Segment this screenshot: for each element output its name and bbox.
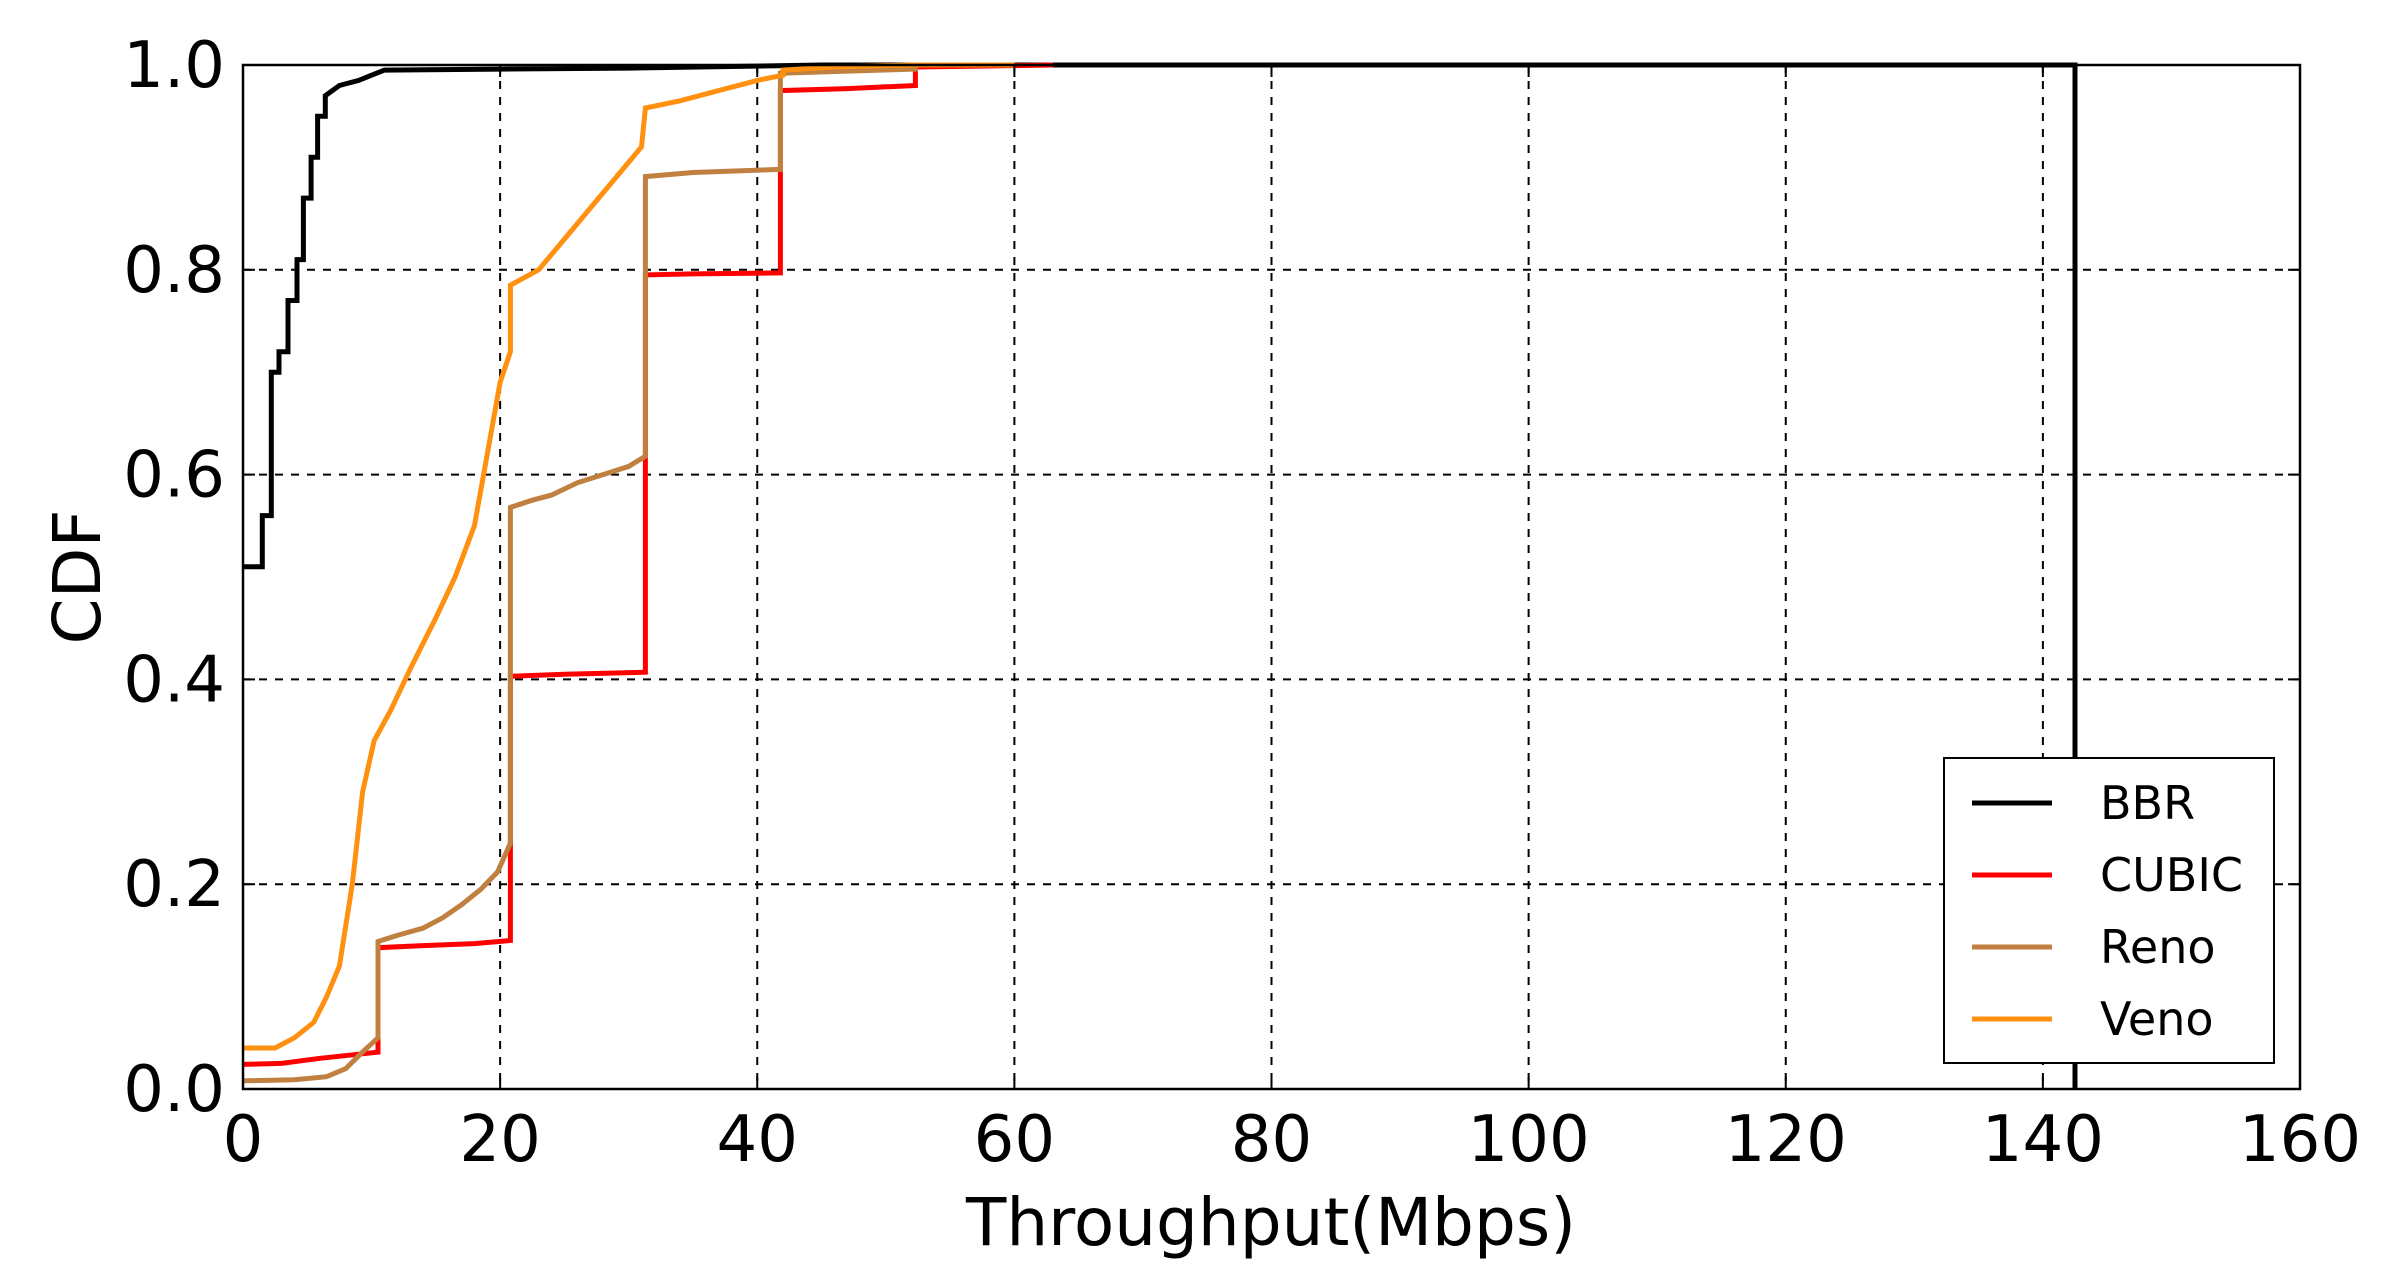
x-tick-labels: 0 20 40 60 80 100 120 140 160 [223, 1103, 2361, 1177]
series-line-reno [242, 62, 1015, 1084]
y-axis-label: CDF [39, 510, 116, 645]
x-tick-label: 120 [1725, 1103, 1847, 1177]
x-tick-label: 80 [1231, 1103, 1312, 1177]
tick-marks [242, 64, 2301, 1090]
legend-label-bbr: BBR [2100, 776, 2195, 830]
legend-label-veno: Veno [2100, 992, 2214, 1046]
series-line-bbr [243, 62, 2078, 1089]
y-tick-labels: 0.0 0.2 0.4 0.6 0.8 1.0 [123, 29, 225, 1127]
legend-label-reno: Reno [2100, 920, 2216, 974]
series-lines [242, 62, 2078, 1089]
x-tick-label: 160 [2239, 1103, 2361, 1177]
x-tick-label: 20 [459, 1103, 540, 1177]
x-tick-label: 40 [717, 1103, 798, 1177]
y-tick-label: 0.6 [123, 439, 225, 513]
y-tick-label: 0.2 [123, 848, 225, 922]
series-line-veno [243, 62, 1015, 1051]
x-axis-label: Throughput(Mbps) [965, 1184, 1576, 1261]
x-tick-label: 100 [1468, 1103, 1590, 1177]
y-tick-label: 1.0 [123, 29, 225, 103]
series-line-cubic [242, 62, 1053, 1067]
legend-box [1943, 757, 2275, 1064]
y-tick-label: 0.4 [123, 643, 225, 717]
y-tick-label: 0.0 [123, 1053, 225, 1127]
x-tick-label: 140 [1982, 1103, 2104, 1177]
x-tick-label: 60 [974, 1103, 1055, 1177]
x-tick-label: 0 [223, 1103, 264, 1177]
legend-label-cubic: CUBIC [2100, 848, 2243, 902]
legend: BBR CUBIC Reno Veno [1943, 757, 2275, 1064]
y-tick-label: 0.8 [123, 234, 225, 308]
